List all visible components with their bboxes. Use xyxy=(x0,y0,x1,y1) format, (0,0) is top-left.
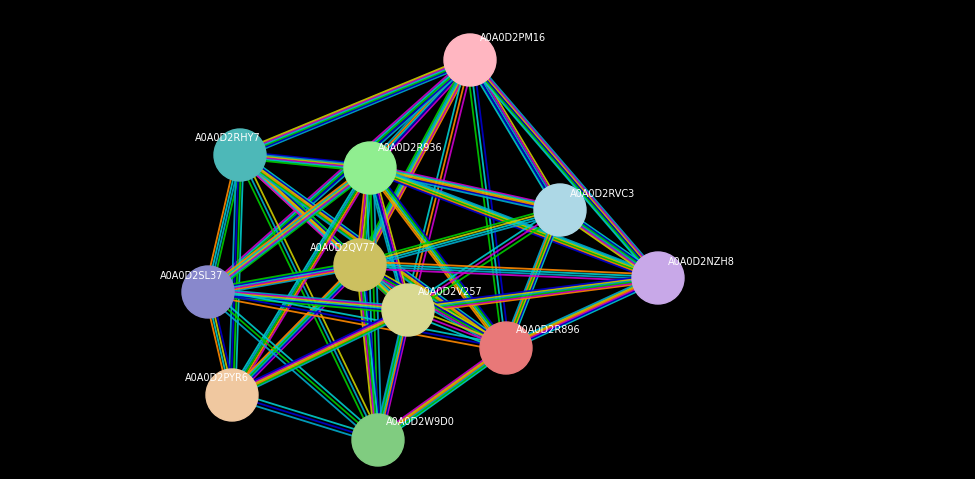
Text: A0A0D2W9D0: A0A0D2W9D0 xyxy=(386,417,455,427)
Text: A0A0D2PM16: A0A0D2PM16 xyxy=(480,33,546,43)
Text: A0A0D2RHY7: A0A0D2RHY7 xyxy=(195,133,260,143)
Circle shape xyxy=(352,414,404,466)
Circle shape xyxy=(534,184,586,236)
Text: A0A0D2R896: A0A0D2R896 xyxy=(516,325,581,335)
Circle shape xyxy=(344,142,396,194)
Text: A0A0D2RVC3: A0A0D2RVC3 xyxy=(570,189,636,199)
Text: A0A0D2NZH8: A0A0D2NZH8 xyxy=(668,257,735,267)
Text: A0A0D2SL37: A0A0D2SL37 xyxy=(160,271,223,281)
Text: A0A0D2R936: A0A0D2R936 xyxy=(378,143,443,153)
Text: A0A0D2V257: A0A0D2V257 xyxy=(418,287,483,297)
Circle shape xyxy=(480,322,532,374)
Text: A0A0D2QV77: A0A0D2QV77 xyxy=(310,243,376,253)
Circle shape xyxy=(382,284,434,336)
Circle shape xyxy=(444,34,496,86)
Circle shape xyxy=(206,369,258,421)
Text: A0A0D2PYR6: A0A0D2PYR6 xyxy=(185,373,249,383)
Circle shape xyxy=(632,252,684,304)
Circle shape xyxy=(214,129,266,181)
Circle shape xyxy=(334,239,386,291)
Circle shape xyxy=(182,266,234,318)
